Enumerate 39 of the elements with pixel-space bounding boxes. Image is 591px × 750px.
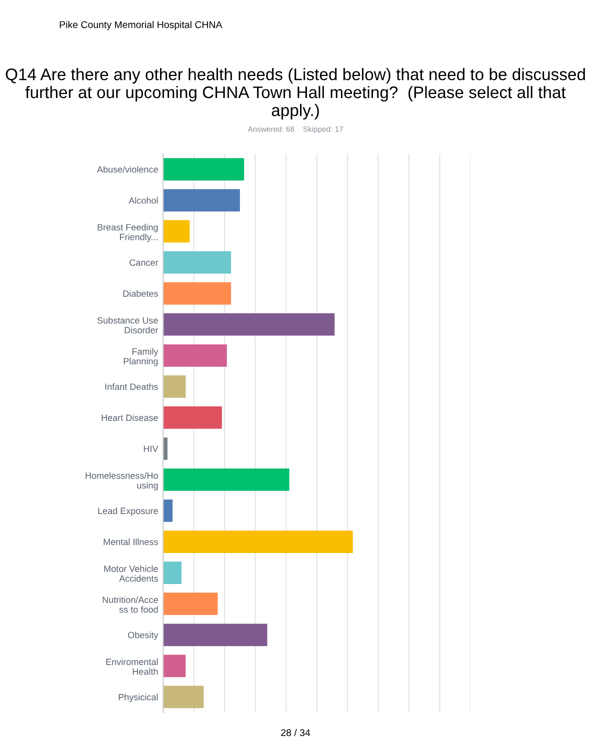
bar bbox=[163, 530, 353, 553]
y-tick-label: Physicical bbox=[118, 694, 158, 702]
y-tick-label: Alcohol bbox=[128, 197, 158, 204]
bar bbox=[163, 654, 186, 678]
bar bbox=[163, 158, 244, 180]
y-tick-label: Enviromental Health bbox=[106, 658, 158, 675]
bar bbox=[163, 686, 204, 708]
y-tick-label: Infant Deaths bbox=[105, 383, 158, 390]
y-tick-label: Mental Illness bbox=[104, 538, 158, 546]
bar bbox=[163, 344, 227, 367]
bar bbox=[163, 313, 335, 336]
y-tick-label: Abuse/violence bbox=[97, 166, 158, 173]
y-tick-label: Family Planning bbox=[124, 348, 158, 366]
bar bbox=[163, 251, 232, 274]
y-tick-label: HIV bbox=[144, 446, 158, 452]
y-tick-label: Homelessness/Ho using bbox=[86, 472, 158, 490]
bar bbox=[163, 437, 168, 460]
bar bbox=[163, 282, 232, 305]
bar bbox=[163, 220, 190, 243]
bar bbox=[163, 500, 173, 522]
bar bbox=[163, 562, 182, 584]
y-tick-label: Lead Exposure bbox=[98, 507, 158, 516]
y-tick-label: Motor Vehicle Accidents bbox=[104, 565, 158, 582]
bar bbox=[163, 375, 186, 398]
y-tick-label: Nutrition/Acce ss to food bbox=[102, 596, 158, 613]
y-tick-label: Cancer bbox=[130, 259, 158, 266]
bar bbox=[163, 624, 268, 646]
bar bbox=[163, 189, 240, 212]
text: 28 / 34 bbox=[281, 728, 310, 736]
bar bbox=[163, 592, 218, 616]
y-tick-label: Heart Disease bbox=[102, 414, 158, 421]
y-tick-label: Breast Feeding Friendly... bbox=[98, 224, 158, 242]
y-tick-label: Obesity bbox=[128, 632, 158, 640]
bar bbox=[163, 406, 222, 429]
chart-title: Q14 Are there any other health needs (Listed below) that need to be discussed further at our upcoming CHNA Town Hall meeting? (Please select all that apply.) bbox=[6, 68, 585, 120]
y-tick-label: Diabetes bbox=[123, 290, 158, 297]
y-tick-label: Substance Use Disorder bbox=[97, 317, 158, 334]
text: Pike County Memorial Hospital CHNA bbox=[60, 20, 222, 30]
bar bbox=[163, 468, 290, 491]
